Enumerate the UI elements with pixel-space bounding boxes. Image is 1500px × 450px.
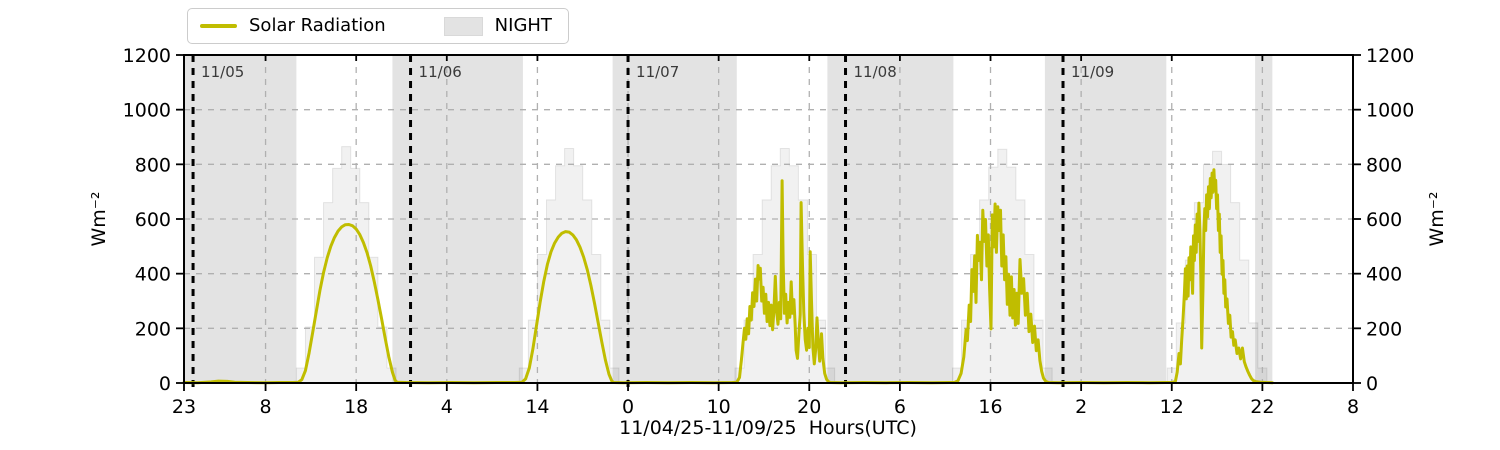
clear-sky-envelope bbox=[1166, 150, 1268, 384]
day-label: 11/08 bbox=[854, 63, 897, 81]
day-label: 11/07 bbox=[636, 63, 679, 81]
x-tick-label: 4 bbox=[441, 396, 453, 418]
y-tick-label-right: 400 bbox=[1366, 264, 1402, 286]
x-tick-label: 18 bbox=[344, 396, 368, 418]
y-tick-label-left: 0 bbox=[159, 373, 171, 395]
day-label: 11/09 bbox=[1071, 63, 1114, 81]
night-patch-swatch-icon bbox=[443, 16, 483, 36]
x-tick-label: 16 bbox=[978, 396, 1002, 418]
night-region bbox=[184, 55, 297, 383]
x-tick-label: 20 bbox=[797, 396, 821, 418]
legend-label-night: NIGHT bbox=[494, 15, 552, 36]
x-tick-label: 12 bbox=[1160, 396, 1184, 418]
x-tick-label: 0 bbox=[622, 396, 634, 418]
x-tick-label: 8 bbox=[260, 396, 272, 418]
solar-radiation-line-swatch-icon bbox=[200, 24, 237, 28]
y-tick-label-left: 200 bbox=[135, 318, 171, 340]
night-region bbox=[1255, 55, 1273, 383]
x-tick-label: 10 bbox=[707, 396, 731, 418]
y-tick-label-left: 1200 bbox=[123, 45, 171, 67]
legend-label-solar-radiation: Solar Radiation bbox=[249, 15, 386, 36]
x-tick-label: 8 bbox=[1347, 396, 1359, 418]
chart-legend: Solar Radiation NIGHT bbox=[187, 8, 569, 44]
day-label: 11/05 bbox=[201, 63, 244, 81]
y-tick-label-left: 400 bbox=[135, 264, 171, 286]
x-axis-label: 11/04/25-11/09/25 Hours(UTC) bbox=[619, 417, 917, 439]
x-tick-label: 6 bbox=[894, 396, 906, 418]
y-tick-label-right: 600 bbox=[1366, 209, 1402, 231]
y-tick-label-left: 1000 bbox=[123, 100, 171, 122]
y-tick-label-right: 200 bbox=[1366, 318, 1402, 340]
day-label: 11/06 bbox=[419, 63, 462, 81]
x-tick-label: 14 bbox=[525, 396, 549, 418]
y-tick-label-left: 600 bbox=[135, 209, 171, 231]
y-tick-label-right: 800 bbox=[1366, 154, 1402, 176]
y-tick-label-right: 1200 bbox=[1366, 45, 1414, 67]
y-tick-label-right: 0 bbox=[1366, 373, 1378, 395]
x-tick-label: 2 bbox=[1075, 396, 1087, 418]
y-tick-label-left: 800 bbox=[135, 154, 171, 176]
y-tick-label-right: 1000 bbox=[1366, 100, 1414, 122]
x-tick-label: 23 bbox=[172, 396, 196, 418]
x-tick-label: 22 bbox=[1250, 396, 1274, 418]
